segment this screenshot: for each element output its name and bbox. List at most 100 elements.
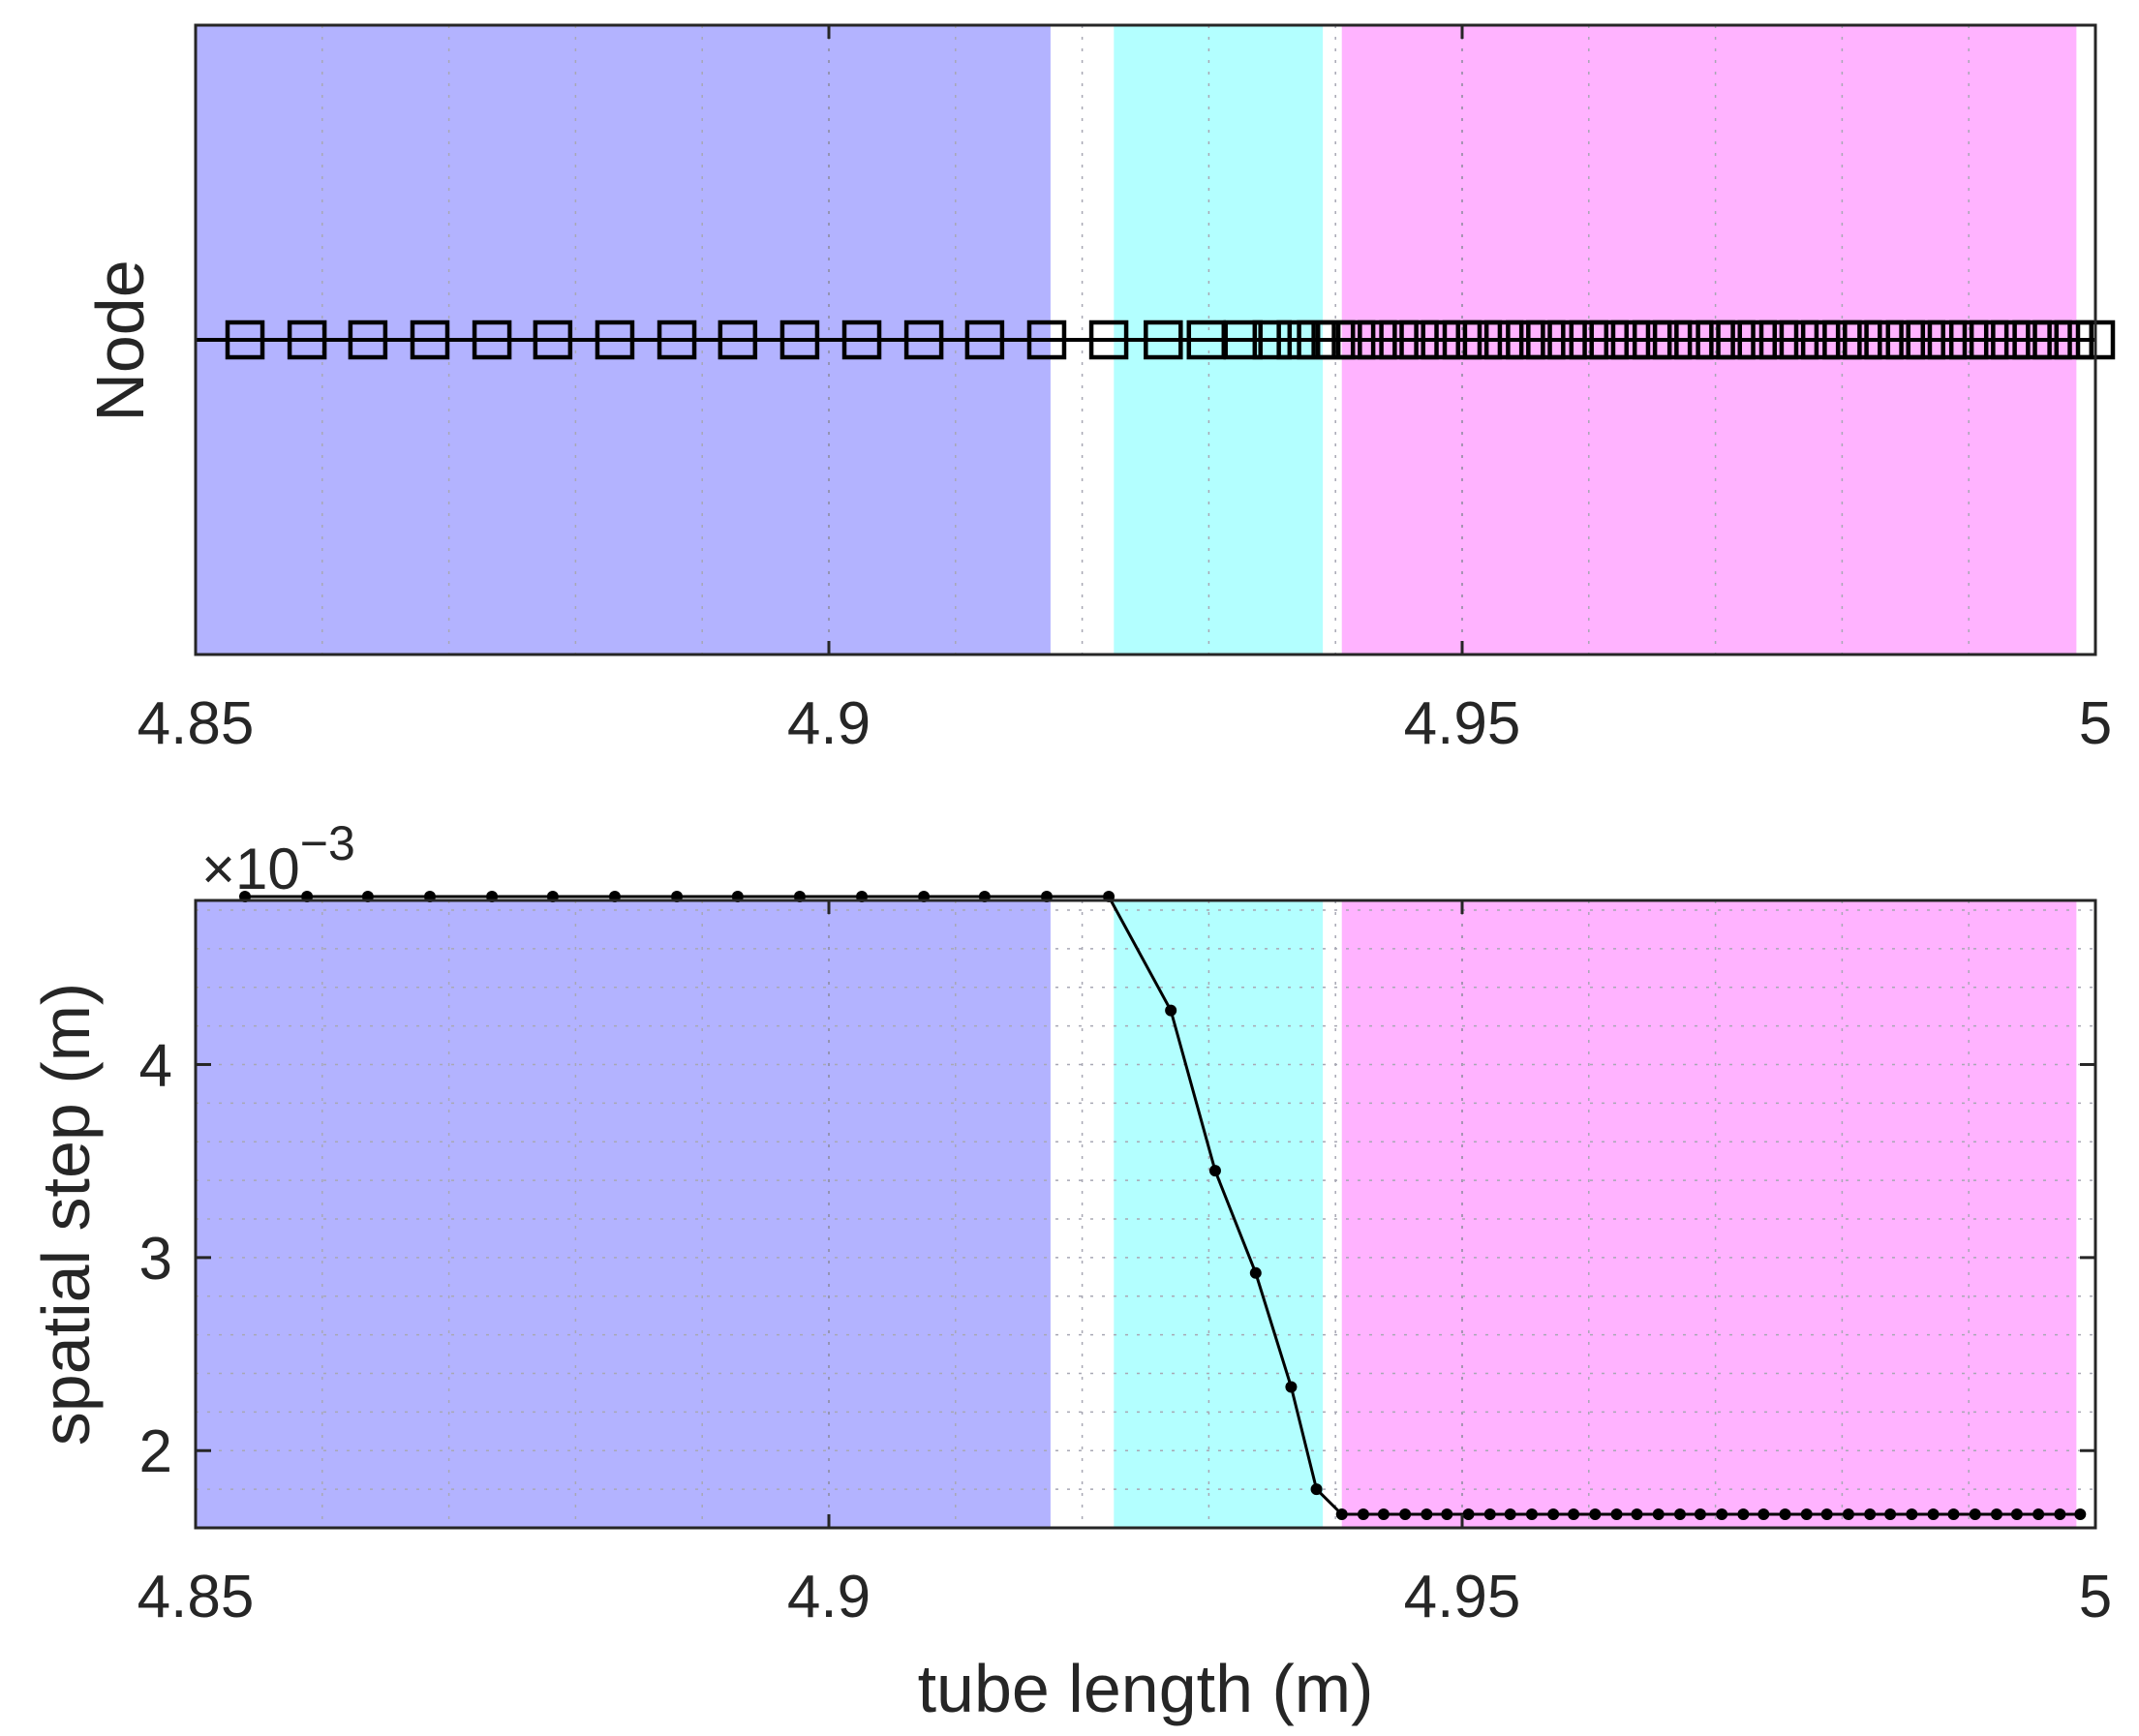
- node-marker: [1462, 320, 1503, 360]
- axes-box: [194, 23, 2097, 656]
- node-panel: 4.85 4.9 4.95 5 Node: [82, 23, 2116, 757]
- x-tick-label: 5: [2079, 690, 2112, 757]
- node-marker: [2054, 320, 2094, 360]
- data-point: [1884, 1508, 1897, 1521]
- node-marker: [1569, 320, 1609, 360]
- node-marker: [2012, 320, 2052, 360]
- y-axis-label: Node: [82, 259, 158, 421]
- grid: [195, 900, 2096, 1528]
- node-marker: [1674, 320, 1714, 360]
- data-point: [1525, 1508, 1538, 1521]
- x-tick-label: 4.9: [787, 690, 871, 757]
- data-point: [1842, 1508, 1854, 1521]
- node-marker: [964, 320, 1005, 360]
- node-marker: [1610, 320, 1651, 360]
- data-point: [1421, 1508, 1433, 1521]
- node-marker: [1252, 320, 1293, 360]
- data-point: [2074, 1508, 2087, 1521]
- node-marker: [533, 320, 573, 360]
- x-tick-label: 4.85: [138, 690, 255, 757]
- node-marker: [718, 320, 758, 360]
- node-marker: [1716, 320, 1756, 360]
- data-point: [1673, 1508, 1686, 1521]
- material-regions: [196, 900, 2077, 1528]
- node-marker: [1969, 320, 2009, 360]
- data-point: [1483, 1508, 1496, 1521]
- node-marker: [225, 320, 265, 360]
- node-marker: [1223, 320, 1263, 360]
- y-tick-label: 2: [139, 1418, 172, 1485]
- x-tick-label: 4.9: [787, 1564, 871, 1630]
- data-point: [1927, 1508, 1940, 1521]
- data-point: [1652, 1508, 1665, 1521]
- node-marker: [1547, 320, 1587, 360]
- data-point: [1779, 1508, 1791, 1521]
- data-point: [2010, 1508, 2023, 1521]
- data-point: [1335, 1508, 1348, 1521]
- data-point: [2032, 1508, 2045, 1521]
- y-axis-multiplier: ×10−3: [201, 816, 355, 901]
- x-axis-label: tube length (m): [918, 1651, 1374, 1726]
- node-marker: [1906, 320, 1945, 360]
- node-marker: [903, 320, 944, 360]
- node-marker: [2032, 320, 2072, 360]
- node-marker: [657, 320, 697, 360]
- data-point: [1800, 1508, 1813, 1521]
- node-marker: [410, 320, 450, 360]
- data-point: [1285, 1381, 1298, 1393]
- node-marker: [472, 320, 512, 360]
- data-point: [2054, 1508, 2066, 1521]
- node-marker: [1144, 320, 1183, 360]
- data-point: [1462, 1508, 1475, 1521]
- region-band: [1114, 900, 1324, 1528]
- node-marker: [1276, 320, 1316, 360]
- node-marker: [1779, 320, 1819, 360]
- spatial-step-panel: 4.85 4.9 4.95 5 234 ×10−3 spatial step (m) …: [28, 816, 2112, 1726]
- node-marker: [1843, 320, 1882, 360]
- y-tick-label: 3: [139, 1226, 172, 1293]
- node-marker: [1421, 320, 1461, 360]
- data-point: [1969, 1508, 1981, 1521]
- data-point: [1547, 1508, 1560, 1521]
- data-point: [1757, 1508, 1770, 1521]
- data-point: [1631, 1508, 1643, 1521]
- node-marker: [1927, 320, 1968, 360]
- data-point: [1249, 1266, 1262, 1279]
- y-tick-labels: 2 3 4: [139, 1032, 2095, 1485]
- data-point: [1399, 1508, 1412, 1521]
- node-marker: [1737, 320, 1778, 360]
- node-marker: [1758, 320, 1799, 360]
- data-point: [1165, 1004, 1177, 1017]
- data-point: [1208, 1165, 1221, 1177]
- node-marker: [779, 320, 820, 360]
- node-marker: [1948, 320, 1989, 360]
- data-point: [1694, 1508, 1706, 1521]
- node-marker: [1864, 320, 1904, 360]
- node-marker: [1822, 320, 1862, 360]
- x-tick-label: 4.95: [1404, 690, 1521, 757]
- region-band: [196, 900, 1051, 1528]
- node-marker: [1026, 320, 1067, 360]
- node-markers: [196, 320, 2116, 360]
- node-marker: [841, 320, 882, 360]
- node-marker: [348, 320, 388, 360]
- node-marker: [1483, 320, 1524, 360]
- node-marker: [1506, 320, 1545, 360]
- data-point: [1990, 1508, 2002, 1521]
- data-point: [1310, 1483, 1323, 1496]
- region-band: [1341, 900, 2077, 1528]
- data-point: [1820, 1508, 1833, 1521]
- data-point: [1504, 1508, 1516, 1521]
- axes-box: [194, 898, 2097, 1530]
- node-marker: [1335, 320, 1376, 360]
- x-tick-labels: 4.85 4.9 4.95 5: [138, 25, 2112, 757]
- data-point: [1568, 1508, 1580, 1521]
- data-point: [1441, 1508, 1453, 1521]
- node-marker: [1589, 320, 1629, 360]
- data-point: [1737, 1508, 1750, 1521]
- y-axis-label: spatial step (m): [28, 983, 104, 1446]
- data-point: [1377, 1508, 1390, 1521]
- node-marker: [1632, 320, 1672, 360]
- node-marker: [287, 320, 327, 360]
